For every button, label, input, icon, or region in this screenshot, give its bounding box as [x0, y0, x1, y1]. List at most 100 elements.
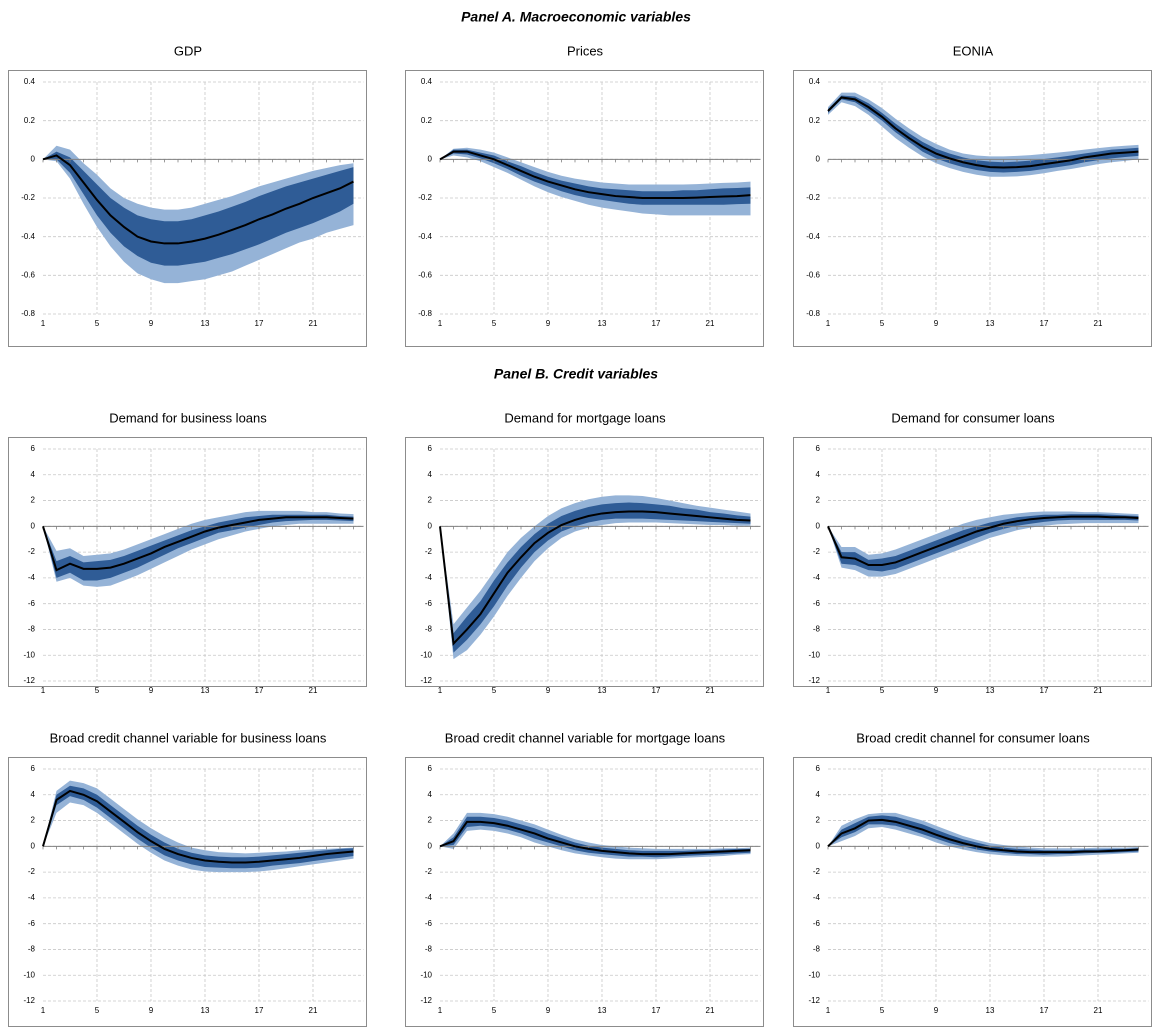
- y-tick-label: 0: [428, 841, 433, 850]
- y-tick-label: 4: [428, 790, 433, 799]
- y-tick-label: -6: [28, 919, 36, 928]
- chart-title: Demand for mortgage loans: [504, 410, 666, 425]
- y-tick-label: -8: [28, 945, 36, 954]
- y-tick-label: 4: [816, 790, 821, 799]
- y-tick-label: -0.8: [21, 309, 35, 318]
- y-tick-label: 2: [816, 496, 821, 505]
- x-tick-label: 1: [438, 1006, 443, 1015]
- y-tick-label: -0.8: [806, 309, 820, 318]
- chart-title: Demand for business loans: [109, 410, 267, 425]
- y-tick-label: -4: [813, 573, 821, 582]
- x-tick-label: 21: [706, 1006, 715, 1015]
- y-tick-label: -6: [425, 599, 433, 608]
- x-tick-label: 21: [706, 686, 715, 695]
- y-tick-label: -10: [420, 650, 432, 659]
- y-tick-label: 2: [31, 496, 36, 505]
- median-line: [827, 515, 1139, 566]
- y-tick-label: -2: [425, 547, 433, 556]
- x-tick-label: 9: [934, 686, 939, 695]
- panel-title: Panel A. Macroeconomic variables: [461, 9, 691, 25]
- y-tick-label: 2: [428, 496, 433, 505]
- y-tick-label: -8: [425, 945, 433, 954]
- confidence-band: [828, 95, 1139, 173]
- chart-title: GDP: [174, 43, 202, 58]
- y-tick-label: 6: [428, 444, 433, 453]
- x-tick-label: 17: [255, 319, 264, 328]
- x-tick-label: 5: [95, 319, 100, 328]
- x-tick-label: 13: [201, 686, 210, 695]
- median-line: [439, 150, 751, 199]
- x-tick-label: 13: [598, 686, 607, 695]
- median-line: [827, 96, 1139, 169]
- median-line: [42, 154, 354, 245]
- y-tick-label: -0.2: [21, 193, 35, 202]
- x-tick-label: 9: [934, 1006, 939, 1015]
- y-tick-label: 0.4: [24, 77, 36, 86]
- chart-title: Demand for consumer loans: [891, 410, 1055, 425]
- x-tick-label: 5: [492, 1006, 497, 1015]
- y-tick-label: -2: [813, 867, 821, 876]
- y-tick-label: -10: [23, 650, 35, 659]
- y-tick-label: -8: [425, 625, 433, 634]
- y-tick-label: 0: [31, 154, 36, 163]
- x-tick-label: 13: [201, 1006, 210, 1015]
- x-tick-label: 5: [95, 1006, 100, 1015]
- confidence-band: [828, 514, 1139, 572]
- median-line: [439, 820, 751, 856]
- y-tick-label: -2: [28, 867, 36, 876]
- y-tick-label: 6: [428, 764, 433, 773]
- x-tick-label: 9: [546, 319, 551, 328]
- y-tick-label: -8: [813, 625, 821, 634]
- x-tick-label: 1: [826, 319, 831, 328]
- chart-title: EONIA: [953, 43, 994, 58]
- x-tick-label: 13: [986, 319, 995, 328]
- x-tick-label: 13: [201, 319, 210, 328]
- y-tick-label: 6: [816, 444, 821, 453]
- y-tick-label: 0: [816, 154, 821, 163]
- y-tick-label: -12: [420, 676, 432, 685]
- y-tick-label: 0.4: [421, 77, 433, 86]
- chart-title: Broad credit channel variable for busine…: [50, 730, 327, 745]
- y-tick-label: 2: [31, 816, 36, 825]
- x-tick-label: 5: [880, 319, 885, 328]
- x-tick-label: 5: [95, 686, 100, 695]
- y-tick-label: 6: [816, 764, 821, 773]
- x-tick-label: 1: [41, 319, 46, 328]
- y-tick-label: 4: [31, 790, 36, 799]
- y-tick-label: 2: [816, 816, 821, 825]
- x-tick-label: 17: [255, 686, 264, 695]
- x-tick-label: 13: [986, 1006, 995, 1015]
- y-tick-label: 0.2: [421, 116, 433, 125]
- x-tick-label: 13: [598, 1006, 607, 1015]
- y-tick-label: -12: [420, 996, 432, 1005]
- y-tick-label: 4: [428, 470, 433, 479]
- x-tick-label: 17: [1040, 686, 1049, 695]
- x-tick-label: 1: [438, 686, 443, 695]
- y-tick-label: 6: [31, 764, 36, 773]
- y-tick-label: -0.6: [21, 270, 35, 279]
- y-tick-label: -6: [425, 919, 433, 928]
- median-line: [42, 789, 354, 864]
- confidence-band: [43, 785, 354, 869]
- x-tick-label: 9: [149, 319, 154, 328]
- y-tick-label: 0.4: [809, 77, 821, 86]
- y-tick-label: -8: [813, 945, 821, 954]
- y-tick-label: -0.6: [806, 270, 820, 279]
- chart-frame: [405, 757, 764, 1027]
- y-tick-label: -4: [28, 573, 36, 582]
- confidence-band: [440, 816, 751, 858]
- median-line: [439, 510, 751, 646]
- x-tick-label: 1: [438, 319, 443, 328]
- y-tick-label: -6: [28, 599, 36, 608]
- confidence-band: [440, 149, 751, 205]
- x-tick-label: 21: [309, 319, 318, 328]
- x-tick-label: 21: [1094, 1006, 1103, 1015]
- x-tick-label: 21: [309, 1006, 318, 1015]
- y-tick-label: -0.2: [418, 193, 432, 202]
- x-tick-label: 5: [880, 1006, 885, 1015]
- y-tick-label: -10: [23, 970, 35, 979]
- y-tick-label: 0: [31, 521, 36, 530]
- x-tick-label: 1: [41, 686, 46, 695]
- x-tick-label: 9: [149, 1006, 154, 1015]
